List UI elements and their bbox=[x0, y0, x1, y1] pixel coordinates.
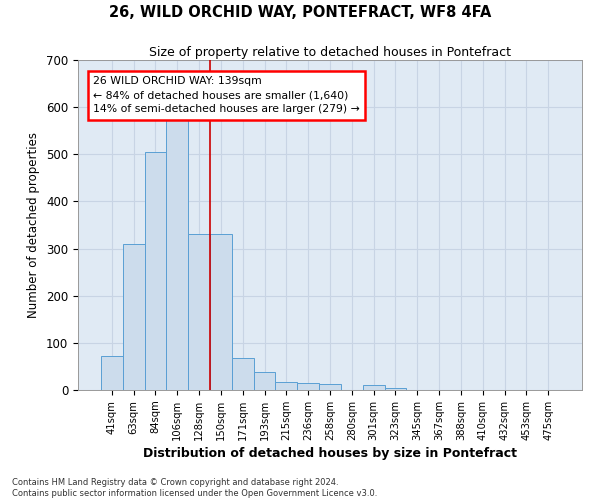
Bar bbox=[232, 358, 254, 390]
Bar bbox=[123, 244, 145, 390]
Bar bbox=[363, 386, 385, 390]
Text: Contains HM Land Registry data © Crown copyright and database right 2024.
Contai: Contains HM Land Registry data © Crown c… bbox=[12, 478, 377, 498]
Bar bbox=[101, 356, 123, 390]
Y-axis label: Number of detached properties: Number of detached properties bbox=[28, 132, 40, 318]
Bar bbox=[166, 119, 188, 390]
Text: 26, WILD ORCHID WAY, PONTEFRACT, WF8 4FA: 26, WILD ORCHID WAY, PONTEFRACT, WF8 4FA bbox=[109, 5, 491, 20]
Bar bbox=[319, 384, 341, 390]
Bar bbox=[254, 372, 275, 390]
Bar bbox=[385, 388, 406, 390]
Bar bbox=[275, 382, 297, 390]
X-axis label: Distribution of detached houses by size in Pontefract: Distribution of detached houses by size … bbox=[143, 447, 517, 460]
Bar bbox=[297, 383, 319, 390]
Bar bbox=[210, 234, 232, 390]
Text: 26 WILD ORCHID WAY: 139sqm
← 84% of detached houses are smaller (1,640)
14% of s: 26 WILD ORCHID WAY: 139sqm ← 84% of deta… bbox=[93, 76, 360, 114]
Bar bbox=[188, 234, 210, 390]
Title: Size of property relative to detached houses in Pontefract: Size of property relative to detached ho… bbox=[149, 46, 511, 59]
Bar bbox=[145, 152, 166, 390]
